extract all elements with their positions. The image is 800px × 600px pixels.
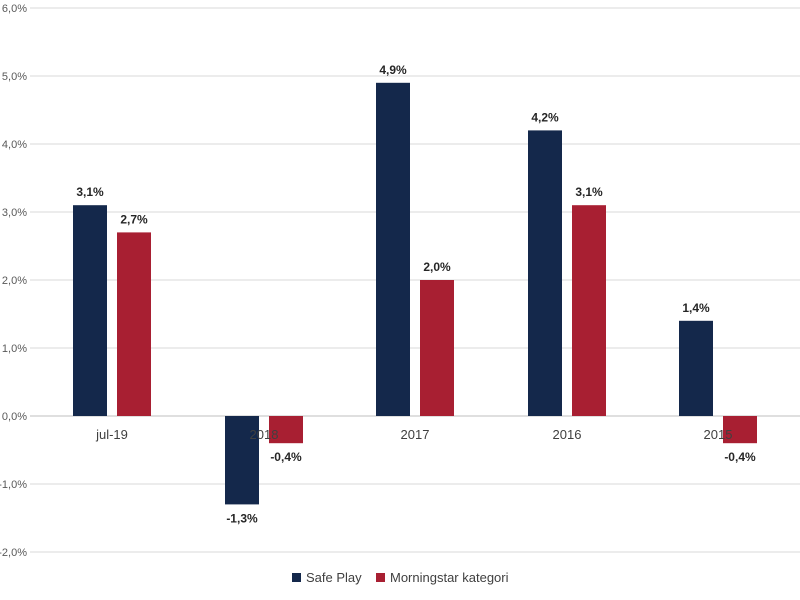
y-tick-label: 1,0% [2, 343, 27, 355]
data-label: 4,9% [379, 63, 407, 77]
data-label: 2,7% [120, 212, 148, 226]
bar-safe-play-jul-19[interactable] [73, 205, 107, 416]
legend-swatch-safe-play [292, 573, 301, 582]
y-tick-label: 5,0% [2, 71, 27, 83]
bar-morningstar-2015[interactable] [723, 416, 757, 444]
y-tick-label: -1,0% [0, 479, 27, 491]
x-tick-label: 2016 [553, 427, 582, 442]
y-tick-label: 0,0% [2, 411, 27, 423]
data-label: 2,0% [423, 260, 451, 274]
data-label: 1,4% [682, 301, 710, 315]
data-label: 3,1% [575, 185, 603, 199]
bar-morningstar-2016[interactable] [572, 205, 606, 416]
bar-morningstar-2018[interactable] [269, 416, 303, 444]
bar-safe-play-2015[interactable] [679, 320, 713, 416]
y-tick-label: 2,0% [2, 275, 27, 287]
data-label: -1,3% [226, 511, 258, 525]
x-tick-label: 2017 [401, 427, 430, 442]
bar-safe-play-2016[interactable] [528, 130, 562, 416]
y-tick-label: 4,0% [2, 139, 27, 151]
legend-label-safe-play: Safe Play [306, 570, 362, 585]
y-tick-label: 3,0% [2, 207, 27, 219]
data-label: -0,4% [724, 450, 756, 464]
y-tick-label: 6,0% [2, 3, 27, 15]
bar-safe-play-2018[interactable] [225, 416, 259, 505]
bar-morningstar-2017[interactable] [420, 280, 454, 416]
x-tick-label: jul-19 [95, 427, 128, 442]
data-label: -0,4% [270, 450, 302, 464]
y-tick-label: -2,0% [0, 547, 27, 559]
bar-morningstar-jul-19[interactable] [117, 232, 151, 416]
legend-label-morningstar: Morningstar kategori [390, 570, 509, 585]
bar-safe-play-2017[interactable] [376, 82, 410, 417]
x-tick-label: 2015 [704, 427, 733, 442]
data-label: 4,2% [531, 110, 559, 124]
legend-swatch-morningstar [376, 573, 385, 582]
data-label: 3,1% [76, 185, 104, 199]
x-tick-label: 2018 [250, 427, 279, 442]
